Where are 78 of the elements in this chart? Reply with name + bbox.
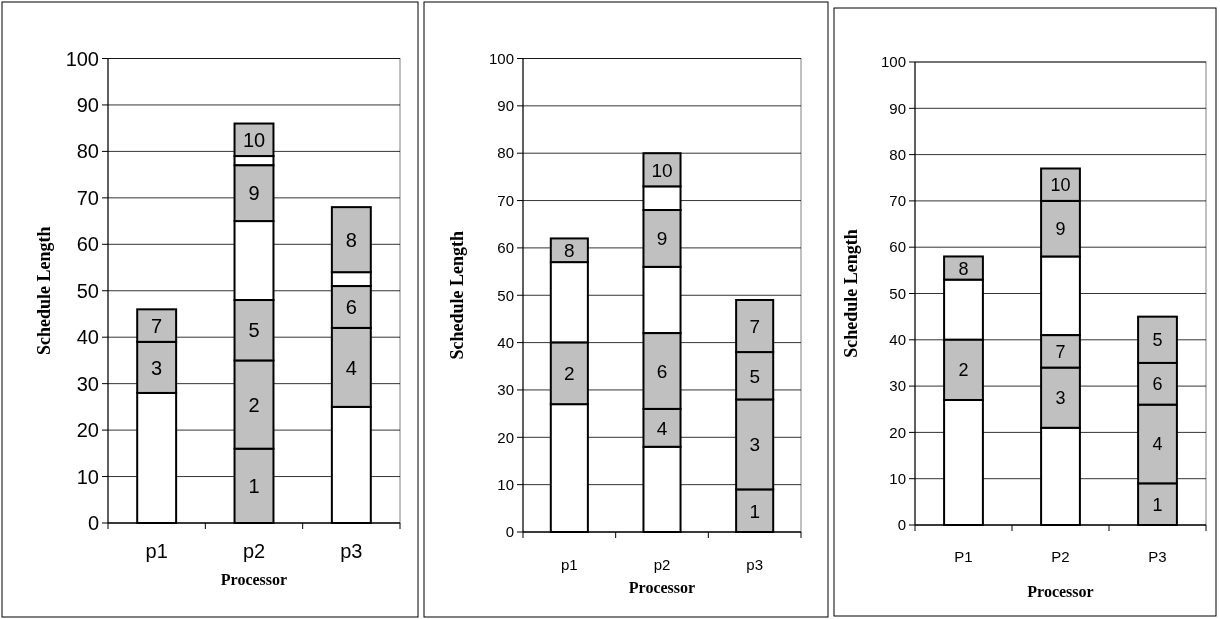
y-tick-label: 70 xyxy=(76,186,99,209)
y-tick-label: 20 xyxy=(889,423,906,441)
series-label: 5 xyxy=(248,319,260,342)
x-axis-title: Processor xyxy=(220,571,288,588)
series-label: 1 xyxy=(248,475,260,498)
y-tick-label: 40 xyxy=(76,326,99,349)
y-tick-label: 30 xyxy=(76,372,99,395)
series-label: 1 xyxy=(749,500,760,522)
y-tick-label: 0 xyxy=(505,523,514,541)
y-tick-label: 30 xyxy=(497,381,514,399)
series-label: 7 xyxy=(1055,341,1066,362)
y-axis-title: Schedule Length xyxy=(447,230,467,360)
series-label: 8 xyxy=(958,258,969,279)
y-tick-label: 50 xyxy=(889,284,906,302)
y-tick-label: 10 xyxy=(497,475,514,493)
series-label: 4 xyxy=(656,417,668,439)
y-tick-label: 50 xyxy=(497,286,514,304)
x-tick-label: p1 xyxy=(145,540,168,562)
x-tick-label: p2 xyxy=(653,556,671,573)
x-tick-label: p2 xyxy=(242,540,266,562)
series-label: 5 xyxy=(749,365,760,387)
series-label: 2 xyxy=(564,363,575,385)
series-label: 9 xyxy=(656,228,668,250)
series-label: 9 xyxy=(1055,219,1066,240)
series-label: 9 xyxy=(248,182,260,205)
y-tick-label: 90 xyxy=(889,99,906,117)
series-label: 3 xyxy=(1055,388,1066,409)
y-tick-label: 100 xyxy=(880,53,906,71)
y-axis-title: Schedule Length xyxy=(841,229,861,358)
x-tick-label: p3 xyxy=(746,556,764,573)
y-tick-label: 70 xyxy=(497,191,514,209)
y-tick-label: 40 xyxy=(889,331,906,349)
y-tick-label: 60 xyxy=(497,239,514,257)
y-tick-label: 90 xyxy=(497,97,514,115)
y-tick-label: 70 xyxy=(889,192,906,210)
series-label: 6 xyxy=(656,360,668,382)
x-axis-title: Processor xyxy=(1027,583,1094,600)
y-tick-label: 10 xyxy=(76,465,99,488)
series-label: 6 xyxy=(1152,374,1163,395)
series-label: 7 xyxy=(151,314,163,337)
y-axis-title: Schedule Length xyxy=(34,226,54,356)
y-tick-label: 50 xyxy=(76,279,99,302)
y-tick-label: 60 xyxy=(76,233,99,256)
series-label: 10 xyxy=(1050,175,1071,196)
y-tick-label: 0 xyxy=(87,512,99,534)
y-tick-label: 0 xyxy=(897,516,906,534)
x-tick-label: P3 xyxy=(1148,548,1167,565)
x-axis-title: Processor xyxy=(628,579,696,596)
series-label: 3 xyxy=(151,356,163,379)
x-tick-label: p1 xyxy=(560,556,578,573)
series-label: 3 xyxy=(749,434,760,456)
series-label: 8 xyxy=(345,228,357,251)
y-tick-label: 80 xyxy=(889,145,906,163)
x-tick-label: P1 xyxy=(954,548,973,565)
series-label: 10 xyxy=(651,159,673,181)
series-label: 7 xyxy=(749,315,760,337)
y-tick-label: 20 xyxy=(497,428,514,446)
series-label: 2 xyxy=(248,393,260,416)
y-tick-label: 10 xyxy=(889,469,906,487)
series-label: 10 xyxy=(242,128,266,151)
y-tick-label: 20 xyxy=(76,419,99,442)
y-tick-label: 100 xyxy=(488,49,514,67)
y-tick-label: 80 xyxy=(497,144,514,162)
series-label: 4 xyxy=(1152,434,1163,455)
y-tick-label: 90 xyxy=(76,93,99,116)
x-tick-label: p3 xyxy=(340,540,363,562)
y-tick-label: 30 xyxy=(889,377,906,395)
series-label: 1 xyxy=(1152,494,1163,515)
y-tick-label: 80 xyxy=(76,140,99,163)
series-label: 6 xyxy=(345,296,357,319)
series-label: 8 xyxy=(564,240,575,262)
series-label: 5 xyxy=(1152,330,1163,351)
y-tick-label: 40 xyxy=(497,333,514,351)
series-label: 2 xyxy=(958,360,969,381)
y-tick-label: 60 xyxy=(889,238,906,256)
series-label: 4 xyxy=(345,356,357,379)
y-tick-label: 100 xyxy=(65,47,99,70)
x-tick-label: P2 xyxy=(1051,548,1070,565)
